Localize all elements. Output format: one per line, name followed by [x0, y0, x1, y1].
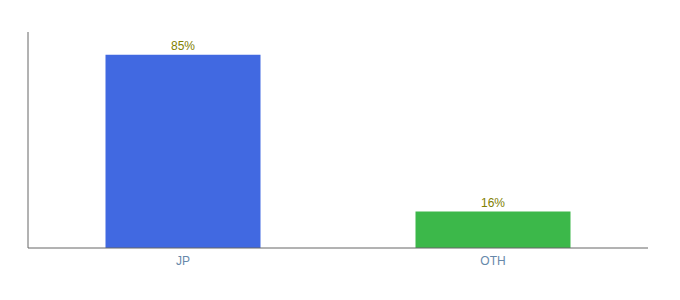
svg-text:JP: JP — [176, 254, 190, 268]
svg-text:85%: 85% — [171, 39, 195, 53]
svg-text:16%: 16% — [481, 196, 505, 210]
svg-text:OTH: OTH — [480, 254, 505, 268]
